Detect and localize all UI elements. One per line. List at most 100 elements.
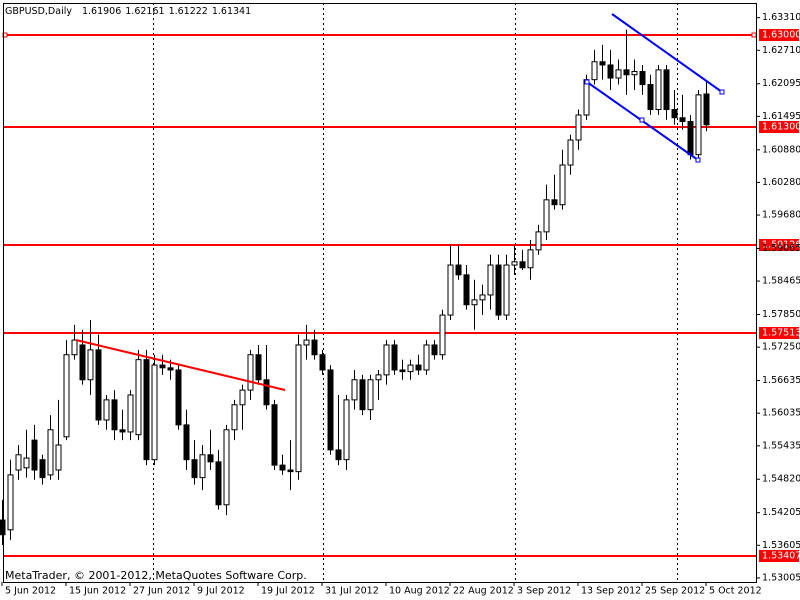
channel-upper bbox=[611, 13, 723, 93]
candle-body bbox=[327, 369, 334, 451]
candle-body bbox=[431, 344, 438, 356]
x-tick-label: 10 Aug 2012 bbox=[389, 586, 450, 597]
candle-body bbox=[343, 399, 350, 461]
candle-body bbox=[583, 79, 590, 116]
candle-body bbox=[39, 459, 46, 479]
candle-body bbox=[687, 121, 694, 156]
period-separators bbox=[153, 3, 678, 582]
candle-body bbox=[671, 109, 678, 119]
anchor bbox=[695, 157, 701, 163]
y-tick-label: 1.60280 bbox=[762, 177, 800, 188]
level-label: 1.57513 bbox=[762, 328, 800, 339]
candle-body bbox=[519, 261, 526, 269]
candle-body bbox=[351, 379, 358, 401]
candle-body bbox=[135, 359, 142, 436]
x-tick-label: 31 Jul 2012 bbox=[325, 586, 379, 597]
candle-body bbox=[247, 354, 254, 391]
last-low: 1.61222 bbox=[169, 6, 208, 17]
y-tick-label: 1.55435 bbox=[762, 440, 800, 451]
candle-body bbox=[383, 344, 390, 376]
candle-body bbox=[207, 454, 214, 463]
candle-body bbox=[255, 354, 262, 381]
candle-body bbox=[639, 71, 646, 86]
y-tick-label: 1.56035 bbox=[762, 408, 800, 419]
candle-body bbox=[455, 264, 462, 276]
candle-body bbox=[471, 299, 478, 306]
level-label: 1.59126 bbox=[762, 240, 800, 251]
level-label-bg bbox=[759, 239, 799, 251]
y-tick-label: 1.54205 bbox=[762, 507, 800, 518]
candle-body bbox=[79, 344, 86, 381]
candle-body bbox=[463, 274, 470, 306]
candle-body bbox=[223, 429, 230, 506]
x-tick-label: 9 Jul 2012 bbox=[197, 586, 245, 597]
y-tick-label: 1.63310 bbox=[762, 12, 800, 23]
candle-body bbox=[175, 369, 182, 426]
candle-body bbox=[143, 359, 150, 461]
candle-body bbox=[535, 231, 542, 251]
candle-body bbox=[591, 61, 598, 81]
y-tick-label: 1.57850 bbox=[762, 309, 800, 320]
candle-body bbox=[647, 84, 654, 111]
candle-body bbox=[127, 394, 134, 433]
candle-body bbox=[703, 93, 710, 126]
candle-body bbox=[615, 69, 622, 79]
drawings bbox=[75, 13, 725, 391]
candle-body bbox=[0, 519, 6, 536]
level-label: 1.61300 bbox=[762, 122, 800, 133]
candle-body bbox=[655, 69, 662, 111]
x-tick-label: 5 Jun 2012 bbox=[5, 586, 56, 597]
y-tick-label: 1.54820 bbox=[762, 474, 800, 485]
candle-body bbox=[607, 64, 614, 79]
trend-line bbox=[75, 339, 286, 391]
anchor bbox=[719, 89, 725, 95]
x-tick-label: 27 Jun 2012 bbox=[133, 586, 190, 597]
candle-body bbox=[391, 344, 398, 371]
candles bbox=[0, 29, 710, 546]
y-tick-label: 1.59680 bbox=[762, 210, 800, 221]
plot-border bbox=[3, 3, 757, 583]
y-tick-label: 1.62710 bbox=[762, 45, 800, 56]
candle-body bbox=[367, 379, 374, 411]
candle-body bbox=[23, 457, 30, 469]
level-label-bg bbox=[759, 121, 799, 133]
x-tick-label: 25 Sep 2012 bbox=[645, 586, 705, 597]
candle-body bbox=[47, 429, 54, 476]
candle-body bbox=[575, 114, 582, 141]
candle-body bbox=[111, 399, 118, 431]
y-tick-label: 1.56635 bbox=[762, 375, 800, 386]
candle-body bbox=[119, 429, 126, 433]
y-tick-label: 1.62095 bbox=[762, 78, 800, 89]
chart-header: GBPUSD,Daily 1.61906 1.62161 1.61222 1.61341 bbox=[5, 6, 251, 17]
candle-body bbox=[159, 364, 166, 369]
candle-body bbox=[543, 199, 550, 233]
candle-body bbox=[31, 439, 38, 471]
candle-body bbox=[559, 164, 566, 206]
anchor bbox=[584, 79, 590, 85]
candle-body bbox=[495, 264, 502, 316]
symbol: GBPUSD,Daily bbox=[5, 6, 72, 17]
anchor bbox=[639, 117, 645, 123]
x-tick-label: 19 Jul 2012 bbox=[261, 586, 315, 597]
candle-body bbox=[695, 94, 702, 156]
candle-body bbox=[303, 339, 310, 346]
level-label: 1.53407 bbox=[762, 551, 800, 562]
candle-body bbox=[167, 367, 174, 371]
candle-body bbox=[319, 354, 326, 371]
candle-body bbox=[295, 344, 302, 473]
candle-body bbox=[359, 379, 366, 411]
y-tick-label: 1.60880 bbox=[762, 144, 800, 155]
candle-body bbox=[287, 469, 294, 473]
y-tick-label: 1.53605 bbox=[762, 540, 800, 551]
level-handle bbox=[751, 32, 757, 38]
candle-body bbox=[527, 249, 534, 269]
candle-body bbox=[599, 61, 606, 66]
candle-body bbox=[631, 71, 638, 76]
candle-body bbox=[271, 404, 278, 466]
level-label-bg bbox=[759, 327, 799, 339]
y-tick-label: 1.61495 bbox=[762, 111, 800, 122]
last-open: 1.61906 bbox=[82, 6, 121, 17]
candle-body bbox=[63, 354, 70, 438]
